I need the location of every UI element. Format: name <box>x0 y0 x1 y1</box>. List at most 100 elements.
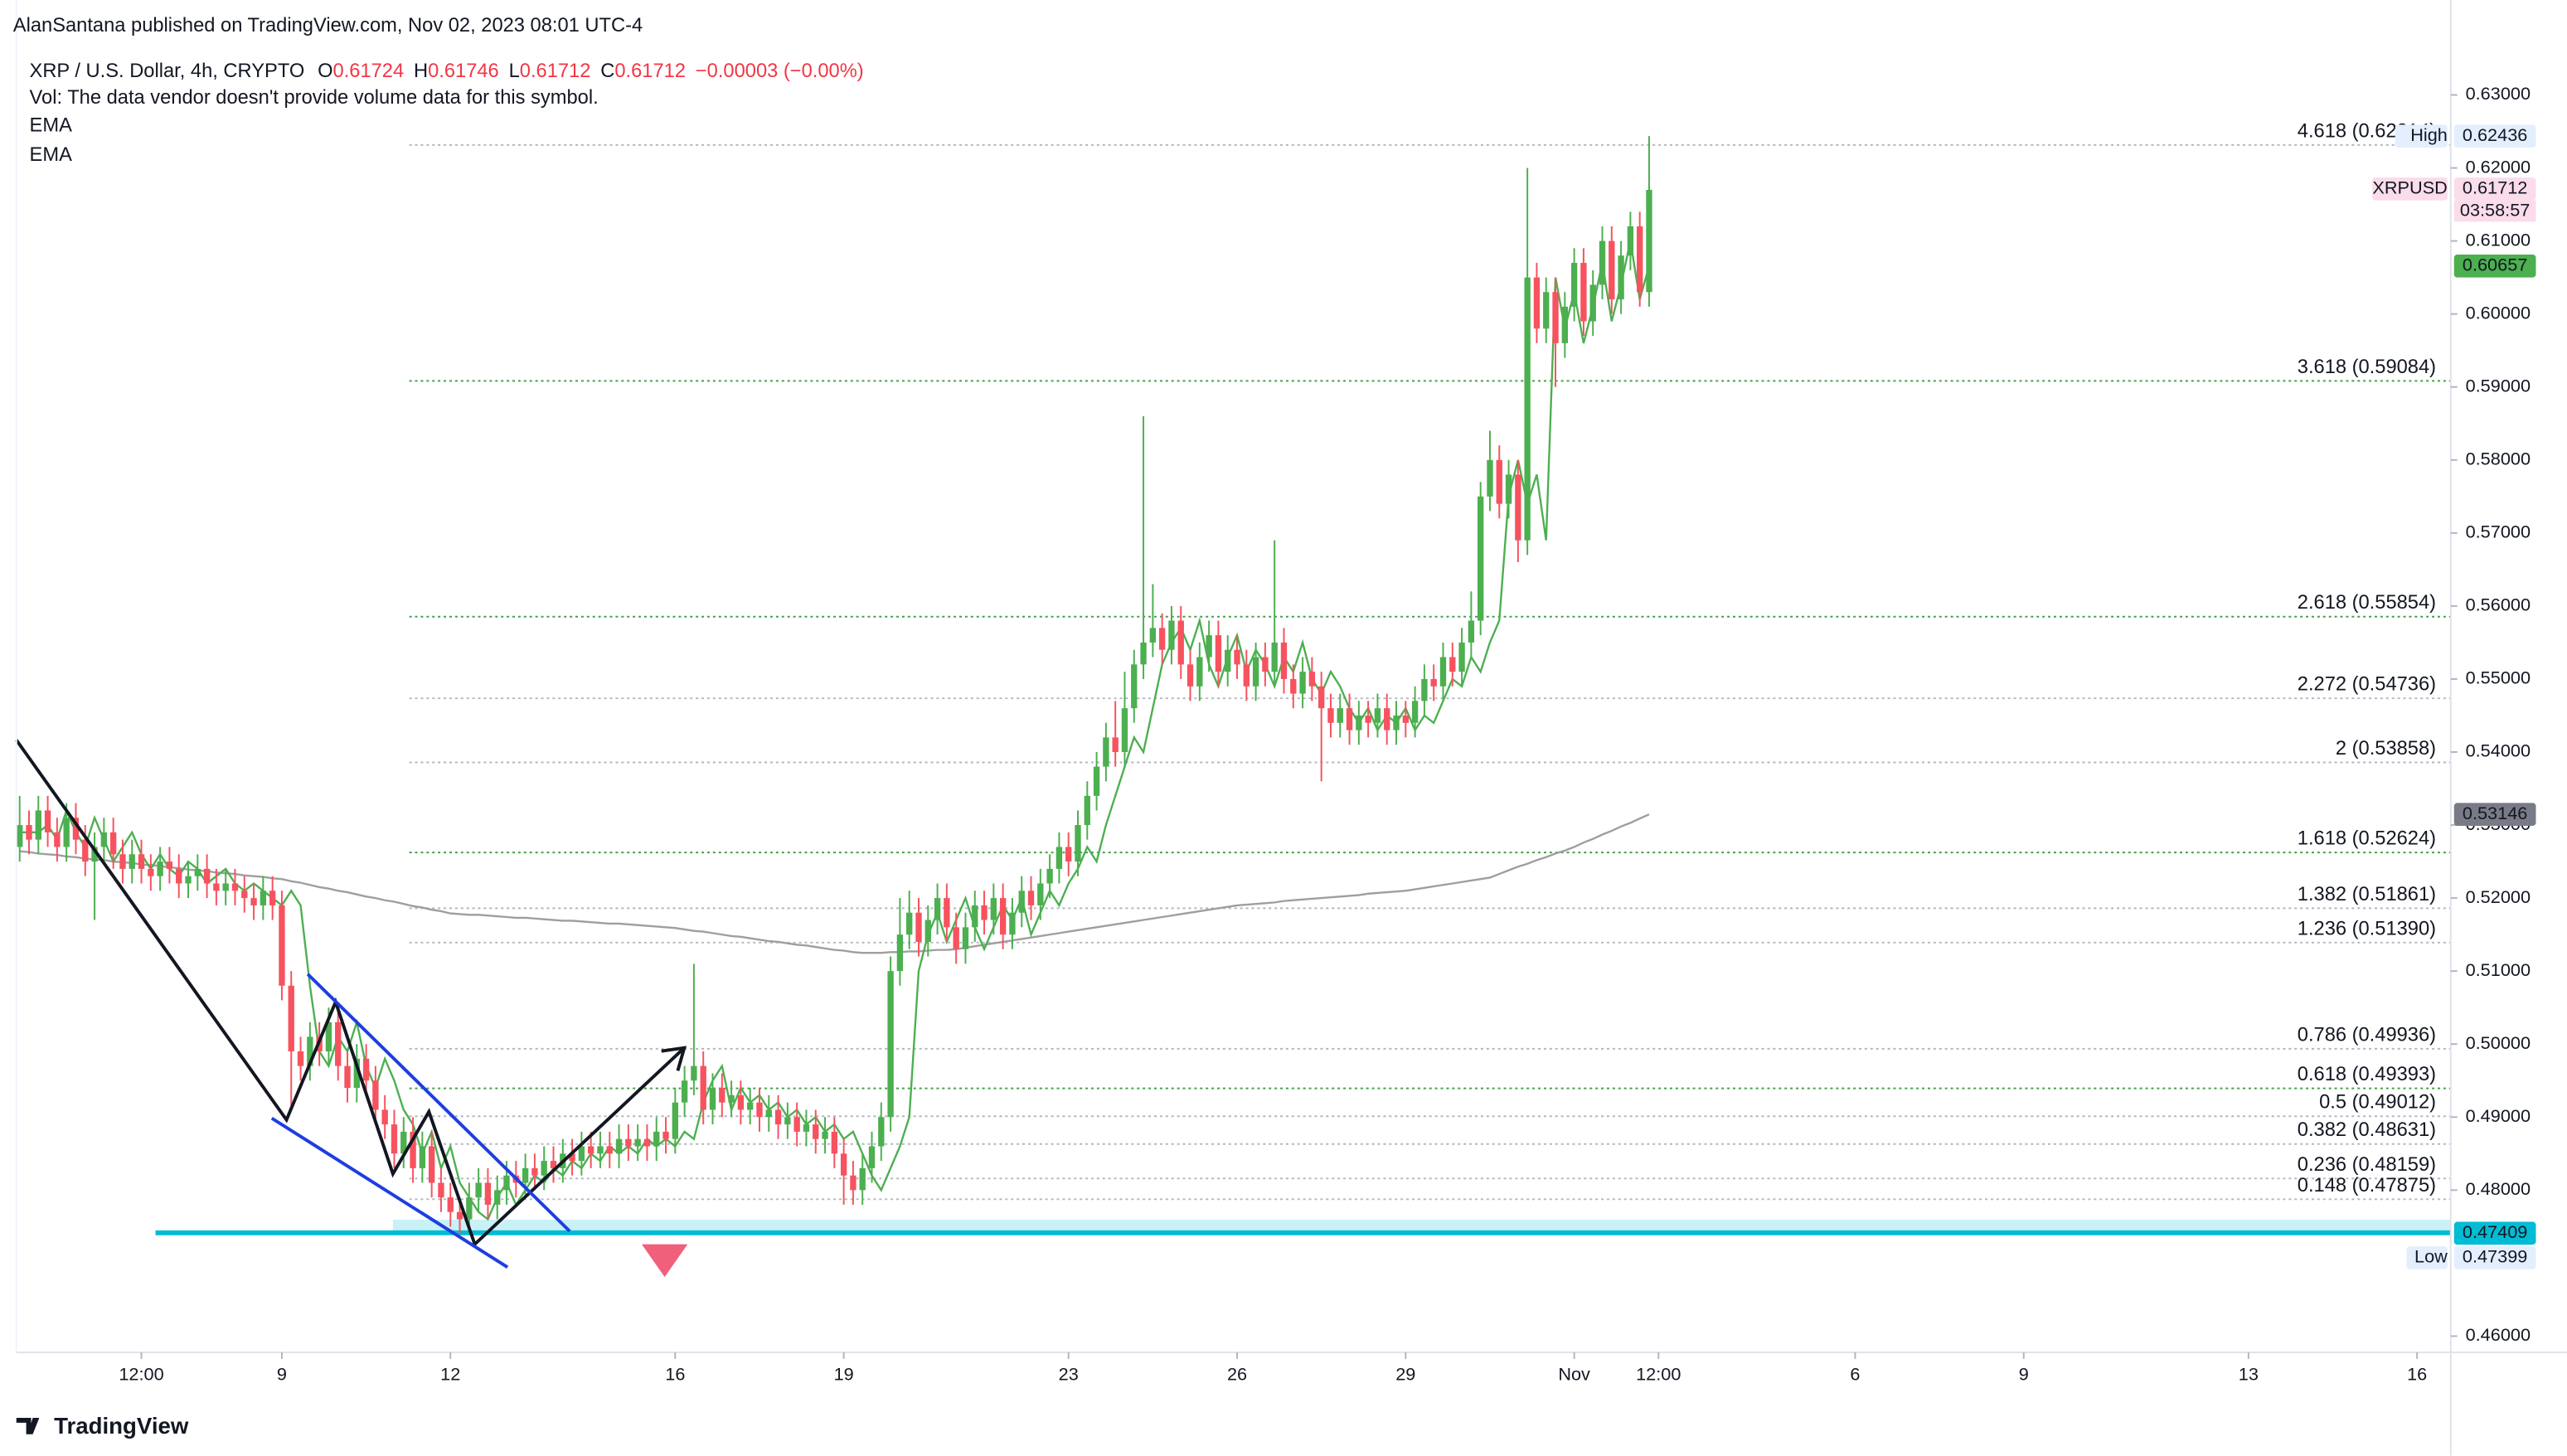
candle-body <box>1196 657 1203 687</box>
candle-body <box>1356 715 1362 730</box>
candle-body <box>896 934 904 972</box>
candle-body <box>672 1102 679 1139</box>
fib-label: 0.786 (0.49936) <box>2298 1024 2436 1046</box>
candle-body <box>541 1161 547 1176</box>
candle-body <box>1561 306 1569 343</box>
candle-body <box>1411 701 1419 723</box>
candle-body <box>588 1146 594 1154</box>
candle-body <box>625 1138 632 1147</box>
fib-label: 1.236 (0.51390) <box>2298 918 2436 939</box>
candle-body <box>400 1131 407 1154</box>
candle-body <box>231 883 239 891</box>
fib-label: 0.382 (0.48631) <box>2298 1119 2436 1141</box>
candle-body <box>934 898 941 920</box>
candle-body <box>1065 847 1072 862</box>
candle-body <box>344 1065 351 1089</box>
candle-body <box>813 1124 819 1139</box>
candle-body <box>307 1036 313 1066</box>
candle-body <box>653 1131 660 1147</box>
fib-label: 0.236 (0.48159) <box>2298 1154 2436 1176</box>
candle-body <box>662 1131 669 1139</box>
support-zone <box>392 1220 2451 1233</box>
candle-body <box>793 1117 800 1132</box>
candle-body <box>1346 708 1353 730</box>
candle-body <box>1627 226 1634 256</box>
candle-body <box>100 832 108 847</box>
candle-body <box>1580 263 1587 322</box>
candle-body <box>999 898 1007 935</box>
candle-body <box>1439 657 1447 687</box>
candle-body <box>1177 620 1184 665</box>
candle-body <box>550 1161 557 1168</box>
price-tag-box <box>2406 1246 2448 1269</box>
price-label-box <box>2453 255 2536 278</box>
price-label-box <box>2453 1221 2536 1245</box>
price-label: 0.62436 <box>2463 124 2527 145</box>
fib-label: 0.148 (0.47875) <box>2298 1175 2436 1196</box>
ohlc-value: 0.61712 <box>614 61 686 82</box>
ohlc-key: C <box>600 61 614 82</box>
price-tag: Low <box>2414 1246 2448 1267</box>
candle-body <box>279 905 285 986</box>
y-tick-label: 0.48000 <box>2466 1178 2531 1199</box>
x-tick-label: 12:00 <box>1636 1363 1681 1384</box>
wedge-lower <box>270 1116 509 1269</box>
candle-body <box>1252 657 1259 687</box>
candle-body <box>1337 708 1343 723</box>
y-tick-label: 0.61000 <box>2466 229 2531 250</box>
candle-body <box>606 1146 613 1154</box>
candle-body <box>353 1058 360 1089</box>
change: −0.00003 (−0.00%) <box>696 61 864 82</box>
candle-body <box>1243 664 1250 687</box>
ohlc-key: L <box>509 61 520 82</box>
candle-body <box>148 868 154 876</box>
y-tick-label: 0.58000 <box>2466 449 2531 469</box>
candle-body <box>1543 292 1550 329</box>
plot-area: 4.618 (0.62314)3.618 (0.59084)2.618 (0.5… <box>17 120 2451 1235</box>
indicator-line <box>19 813 1650 954</box>
price-label: 0.47399 <box>2463 1246 2527 1267</box>
candle-body <box>1570 263 1578 307</box>
y-tick-label: 0.49000 <box>2466 1105 2531 1126</box>
candle-body <box>1280 642 1288 679</box>
price-label: 0.61712 <box>2463 177 2527 198</box>
y-tick-label: 0.52000 <box>2466 886 2531 907</box>
candle-body <box>831 1131 838 1154</box>
candle-body <box>35 810 41 840</box>
candle-body <box>26 825 32 840</box>
candle-body <box>1505 474 1512 504</box>
candle-body <box>691 1065 697 1081</box>
candle-body <box>269 891 276 905</box>
candle-body <box>1430 678 1437 687</box>
price-tag: XRPUSD <box>2372 177 2447 198</box>
candle-body <box>700 1065 706 1110</box>
x-tick-label: 6 <box>1850 1363 1860 1384</box>
candle-body <box>176 868 182 884</box>
candle-body <box>569 1153 575 1162</box>
candle-body <box>803 1124 810 1132</box>
price-label-box <box>2453 1246 2536 1269</box>
volume-note: Vol: The data vendor doesn't provide vol… <box>30 87 599 109</box>
candle-body <box>868 1146 876 1168</box>
candle-body <box>1112 737 1119 752</box>
candle-body <box>709 1088 716 1110</box>
candle-body <box>1317 686 1325 709</box>
candle-body <box>1327 708 1334 723</box>
ohlc-value: 0.61724 <box>333 61 405 82</box>
candle-body <box>1168 620 1175 650</box>
candle-body <box>1384 708 1390 730</box>
price-label: 0.60657 <box>2463 255 2527 275</box>
candle-body <box>906 912 913 935</box>
candle-body <box>1299 672 1306 694</box>
x-tick-label: 26 <box>1227 1363 1247 1384</box>
candle-body <box>325 1022 332 1052</box>
candle-body <box>1084 795 1090 826</box>
candle-body <box>878 1117 885 1147</box>
candle-body <box>119 854 126 869</box>
fib-label: 0.618 (0.49393) <box>2298 1064 2436 1085</box>
candle-body <box>1646 189 1652 293</box>
candle-body <box>466 1197 473 1220</box>
candle-body <box>1365 715 1371 723</box>
candle-body <box>1206 635 1212 658</box>
candle-body <box>756 1102 763 1118</box>
